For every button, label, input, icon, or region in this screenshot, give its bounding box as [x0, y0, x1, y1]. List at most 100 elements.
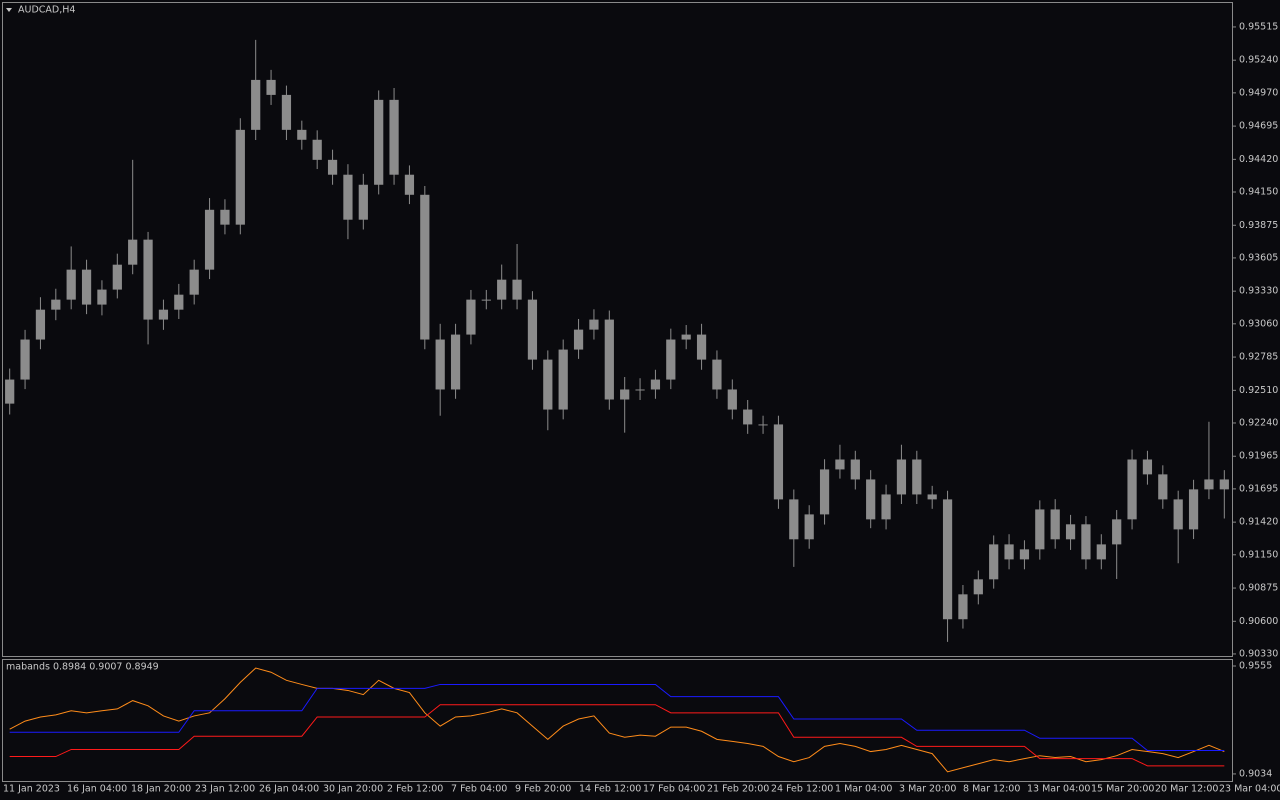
candle-body	[666, 339, 676, 380]
x-tick-label: 18 Jan 20:00	[131, 784, 191, 795]
y-tick-label: 0.90330	[1239, 648, 1278, 659]
x-tick-label: 20 Mar 12:00	[1155, 784, 1218, 795]
candle-body	[527, 299, 538, 360]
candle-body	[251, 79, 261, 130]
candle-body	[235, 129, 245, 225]
candle-body	[497, 279, 507, 300]
y-tick-label: 0.92240	[1239, 417, 1278, 428]
candle-body	[143, 239, 153, 320]
candle-body	[850, 459, 860, 480]
candle-body	[1127, 459, 1137, 520]
x-tick-label: 24 Feb 12:00	[771, 784, 833, 795]
candle-body	[604, 319, 614, 400]
y-tick-label: 0.93330	[1239, 286, 1278, 297]
y-tick-label: 0.91420	[1239, 517, 1278, 528]
candle-body	[789, 499, 799, 540]
candle-body	[66, 269, 76, 300]
x-tick-label: 2 Feb 12:00	[387, 784, 443, 795]
y-tick-label: 0.91965	[1239, 451, 1278, 462]
x-tick-label: 30 Jan 20:00	[323, 784, 383, 795]
y-tick-label: 0.95515	[1239, 21, 1278, 32]
candle-body	[1050, 509, 1060, 540]
candle-body	[481, 299, 491, 301]
candle-body	[343, 174, 353, 220]
x-tick-label: 15 Mar 20:00	[1091, 784, 1154, 795]
candle-body	[374, 99, 384, 185]
candle-body	[5, 379, 15, 404]
candle-body	[189, 269, 199, 295]
y-tick-label: 0.94970	[1239, 87, 1278, 98]
candle-body	[174, 294, 184, 310]
candle-body	[1065, 524, 1076, 540]
candle-body	[681, 334, 691, 340]
candle-body	[1204, 479, 1214, 490]
x-tick-label: 23 Jan 12:00	[195, 784, 255, 795]
candle-body	[435, 339, 445, 390]
x-tick-label: 26 Jan 04:00	[259, 784, 319, 795]
candle-body	[51, 299, 61, 310]
x-tick-label: 8 Mar 12:00	[963, 784, 1020, 795]
candle-body	[973, 579, 983, 595]
x-tick-label: 11 Jan 2023	[3, 784, 60, 795]
candle-body	[589, 319, 599, 330]
candle-body	[989, 544, 999, 580]
candle-body	[912, 459, 922, 495]
y-tick-label: 0.92510	[1239, 385, 1278, 396]
candle-body	[35, 309, 46, 340]
y-tick-label: 0.91150	[1239, 549, 1278, 560]
y-tick-label: 0.9555	[1239, 661, 1272, 672]
candle-body	[81, 269, 92, 305]
y-tick-label: 0.95240	[1239, 55, 1278, 66]
candle-body	[696, 334, 707, 360]
candle-body	[896, 459, 907, 495]
candle-body	[1173, 499, 1183, 530]
candle-body	[358, 184, 368, 220]
y-tick-label: 0.94150	[1239, 187, 1278, 198]
y-tick-label: 0.93875	[1239, 220, 1278, 231]
x-tick-label: 16 Jan 04:00	[67, 784, 127, 795]
main-frame	[2, 2, 1233, 657]
candle-body	[389, 99, 399, 175]
candle-body	[881, 494, 891, 520]
chart-title: AUDCAD,H4	[18, 5, 75, 16]
candle-body	[20, 339, 30, 380]
candle-body	[635, 389, 645, 391]
candle-body	[112, 264, 122, 290]
candle-body	[128, 239, 138, 265]
candle-body	[420, 194, 430, 340]
candle-body	[1142, 459, 1153, 475]
candle-body	[573, 329, 584, 350]
x-tick-label: 9 Feb 20:00	[515, 784, 571, 795]
sub-frame	[2, 659, 1233, 782]
candle-body	[297, 129, 307, 140]
candle-body	[927, 494, 937, 500]
candle-body	[404, 174, 415, 195]
candle-body	[512, 279, 522, 300]
y-tick-label: 0.92785	[1239, 352, 1278, 363]
candle-body	[1035, 509, 1045, 550]
menu-arrow[interactable]	[6, 8, 12, 12]
candle-body	[650, 379, 661, 390]
y-tick-label: 0.93060	[1239, 318, 1278, 329]
y-tick-label: 0.90875	[1239, 583, 1278, 594]
y-tick-label: 0.94420	[1239, 154, 1278, 165]
candle-body	[266, 79, 276, 95]
y-tick-label: 0.9034	[1239, 768, 1272, 779]
candle-body	[835, 459, 845, 470]
candle-body	[804, 514, 814, 540]
candle-body	[727, 389, 737, 410]
candle-body	[773, 424, 784, 500]
indicator-title: mabands 0.8984 0.9007 0.8949	[6, 662, 159, 673]
candle-body	[743, 409, 753, 425]
candle-body	[1112, 519, 1122, 545]
indicator-line	[9, 704, 1225, 767]
candle-body	[758, 424, 768, 426]
candle-body	[220, 209, 230, 225]
x-tick-label: 1 Mar 04:00	[835, 784, 892, 795]
candle-body	[1188, 489, 1199, 530]
candle-body	[558, 349, 568, 410]
candle-body	[450, 334, 461, 390]
candle-body	[958, 594, 968, 620]
candle-body	[620, 389, 630, 400]
